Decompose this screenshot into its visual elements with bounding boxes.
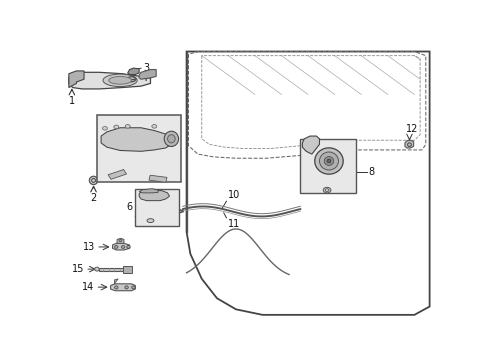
Ellipse shape	[132, 286, 135, 289]
Text: 9: 9	[344, 177, 350, 187]
Ellipse shape	[115, 286, 118, 289]
Text: 4: 4	[142, 73, 148, 83]
Ellipse shape	[315, 148, 343, 174]
Ellipse shape	[327, 159, 331, 163]
Polygon shape	[302, 136, 319, 154]
Ellipse shape	[147, 219, 154, 222]
Ellipse shape	[323, 187, 331, 193]
Text: 8: 8	[368, 167, 374, 177]
Polygon shape	[69, 71, 84, 87]
Ellipse shape	[319, 152, 339, 170]
Polygon shape	[128, 68, 139, 75]
Polygon shape	[405, 140, 414, 148]
Ellipse shape	[164, 131, 178, 147]
Text: 1: 1	[69, 96, 75, 106]
Ellipse shape	[152, 125, 157, 128]
Text: 5: 5	[136, 189, 142, 199]
Polygon shape	[139, 189, 158, 193]
Ellipse shape	[114, 125, 119, 129]
Text: 14: 14	[82, 282, 95, 292]
Polygon shape	[139, 190, 170, 201]
Ellipse shape	[95, 267, 99, 271]
Bar	[123, 266, 131, 273]
Polygon shape	[101, 128, 173, 151]
Bar	[99, 268, 124, 271]
Text: 7: 7	[133, 216, 139, 226]
Polygon shape	[115, 279, 118, 284]
Text: 13: 13	[83, 242, 96, 252]
FancyBboxPatch shape	[300, 139, 356, 193]
Text: 6: 6	[126, 202, 132, 212]
Ellipse shape	[168, 135, 175, 143]
Ellipse shape	[102, 126, 107, 130]
FancyBboxPatch shape	[135, 189, 179, 226]
Ellipse shape	[103, 74, 137, 87]
Polygon shape	[69, 72, 150, 89]
Ellipse shape	[127, 246, 130, 248]
Ellipse shape	[115, 246, 118, 248]
Bar	[149, 175, 167, 182]
Ellipse shape	[125, 286, 128, 289]
Text: 2: 2	[90, 193, 97, 203]
Ellipse shape	[324, 157, 334, 166]
Text: 10: 10	[227, 190, 240, 201]
Ellipse shape	[109, 76, 131, 84]
Text: 12: 12	[406, 124, 419, 134]
Polygon shape	[139, 69, 156, 79]
Ellipse shape	[125, 125, 130, 128]
Ellipse shape	[89, 176, 98, 185]
Text: 15: 15	[73, 264, 85, 274]
Polygon shape	[111, 284, 135, 291]
Ellipse shape	[122, 246, 125, 248]
Bar	[108, 170, 126, 179]
FancyBboxPatch shape	[98, 115, 181, 182]
Ellipse shape	[119, 239, 122, 242]
Polygon shape	[113, 243, 129, 250]
Text: 3: 3	[143, 63, 149, 73]
Polygon shape	[117, 238, 124, 243]
Text: 11: 11	[227, 219, 240, 229]
